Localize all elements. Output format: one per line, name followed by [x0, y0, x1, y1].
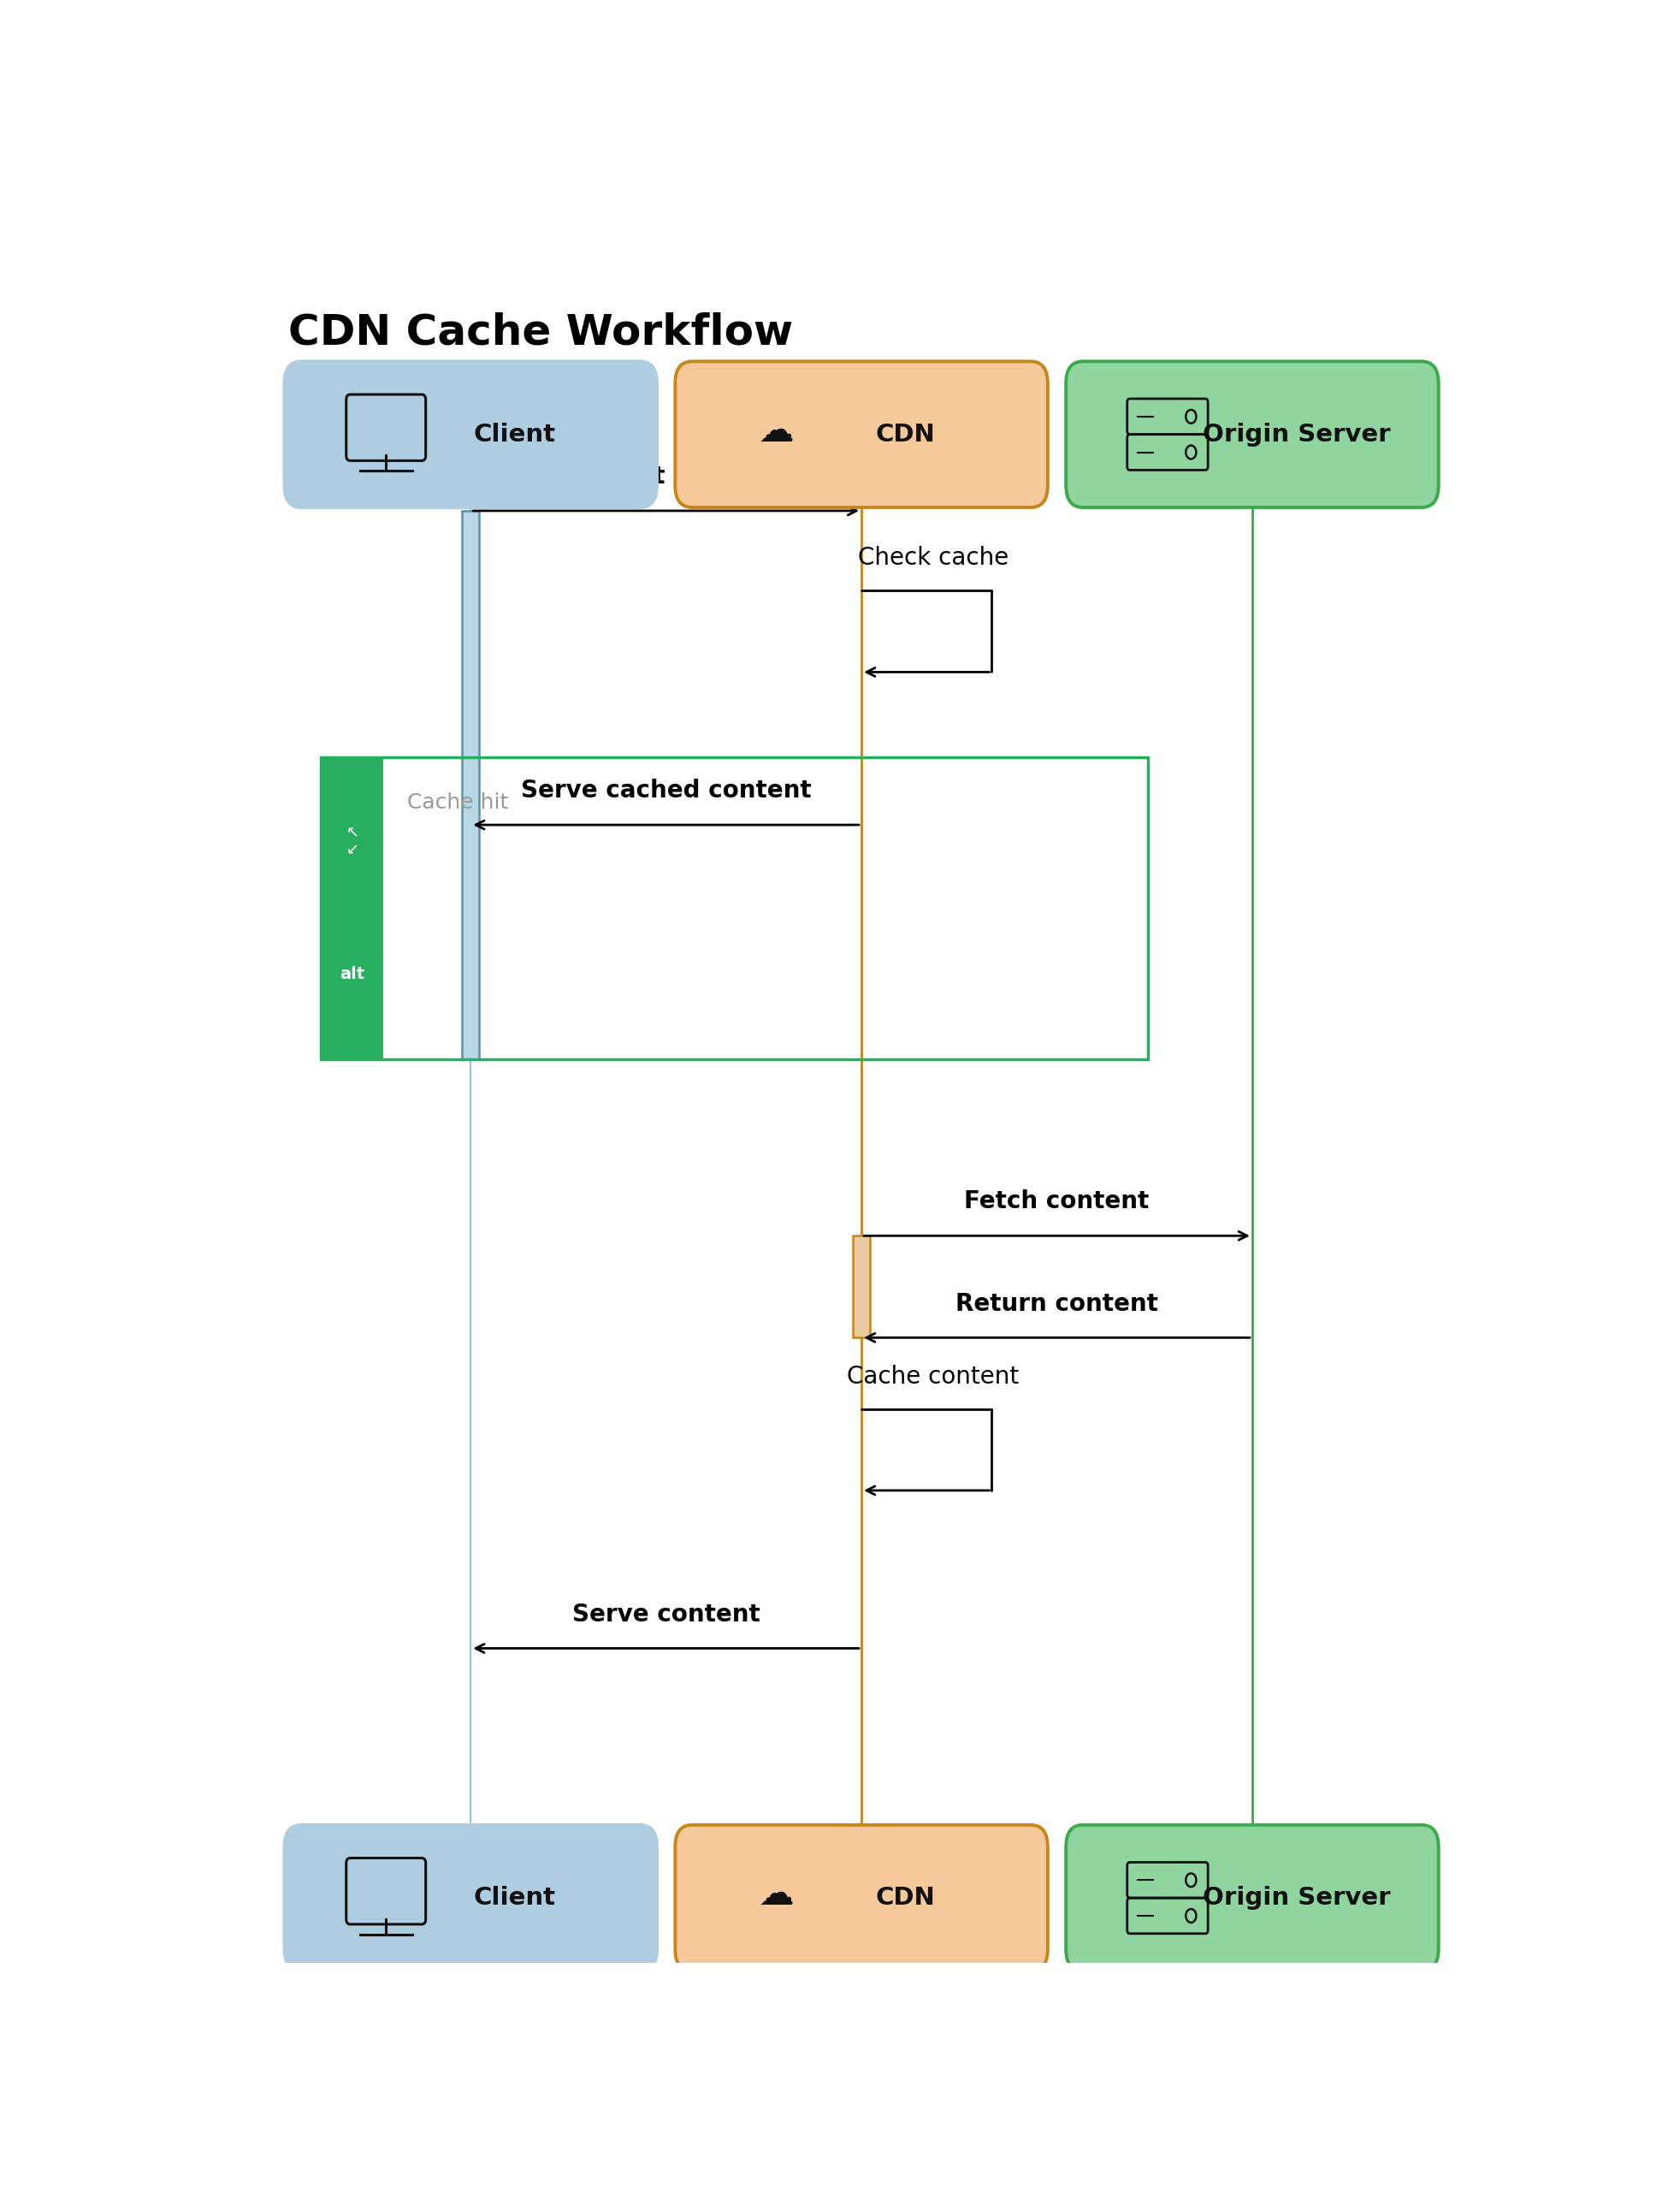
Text: Cache content: Cache content [847, 1365, 1018, 1389]
Text: Return content: Return content [954, 1292, 1158, 1316]
Text: Request content: Request content [554, 465, 776, 490]
Text: Check cache: Check cache [857, 547, 1008, 571]
FancyBboxPatch shape [284, 1826, 657, 1971]
Text: ☁: ☁ [759, 1876, 795, 1912]
Text: Serve content: Serve content [571, 1603, 759, 1627]
Text: ↖
↙: ↖ ↙ [346, 825, 358, 858]
Text: Serve cached content: Serve cached content [521, 778, 811, 803]
Bar [462, 512, 479, 1058]
Text: Origin Server: Origin Server [1201, 1885, 1389, 1910]
Text: ☁: ☁ [759, 412, 795, 450]
Text: CDN: CDN [875, 423, 934, 445]
FancyBboxPatch shape [1065, 362, 1438, 507]
FancyBboxPatch shape [284, 362, 657, 507]
Text: CDN Cache Workflow: CDN Cache Workflow [289, 313, 793, 353]
Bar [321, 756, 1147, 1058]
Text: Client: Client [474, 423, 556, 445]
Text: CDN: CDN [875, 1885, 934, 1910]
Text: Client: Client [474, 1885, 556, 1910]
Text: Cache hit: Cache hit [407, 792, 507, 814]
Bar [852, 1235, 870, 1338]
FancyBboxPatch shape [1065, 1826, 1438, 1971]
Text: alt: alt [339, 966, 365, 983]
Text: Fetch content: Fetch content [964, 1191, 1149, 1213]
Bar [321, 756, 383, 1058]
FancyBboxPatch shape [675, 1826, 1047, 1971]
Text: Origin Server: Origin Server [1201, 423, 1389, 445]
FancyBboxPatch shape [675, 362, 1047, 507]
